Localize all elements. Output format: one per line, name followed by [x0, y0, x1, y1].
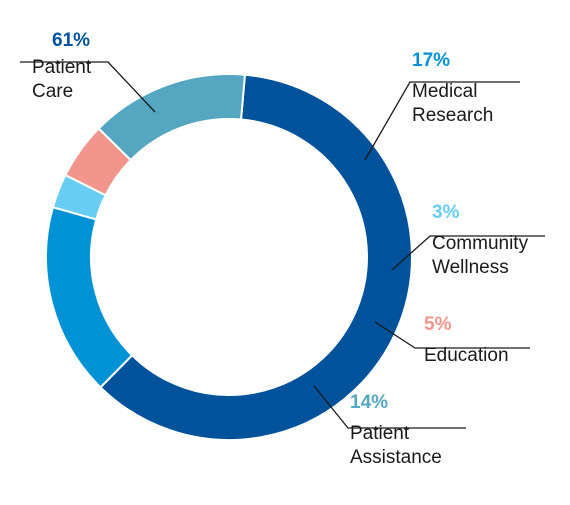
value-label-patient-assistance: 14%	[350, 392, 388, 413]
category-label-medical-research-line-2: Research	[412, 105, 493, 126]
category-label-patient-assistance-line-2: Assistance	[350, 447, 442, 468]
category-label-community-wellness-line-2: Wellness	[432, 257, 509, 278]
leader-lines	[20, 61, 545, 429]
category-label-medical-research-line-1: Medical	[412, 81, 477, 102]
slice-labels: 61% Patient Care 17% Medical Research 3% Commun…	[32, 30, 529, 468]
value-label-education: 5%	[424, 314, 452, 335]
category-label-community-wellness-line-1: Community	[432, 233, 529, 254]
category-label-patient-care-line-1: Patient	[32, 57, 92, 78]
leader-line-education	[374, 321, 530, 349]
leader-line-medical-research	[364, 81, 520, 161]
leader-line-community-wellness	[391, 235, 545, 271]
slice-patient-assistance	[97, 73, 247, 162]
value-label-medical-research: 17%	[412, 50, 450, 71]
category-label-education-line-1: Education	[424, 345, 509, 366]
leader-line-patient-care	[20, 61, 156, 113]
slice-patient-care	[99, 73, 413, 441]
slices	[45, 73, 413, 441]
category-label-patient-care-line-2: Care	[32, 81, 73, 102]
slice-medical-research	[45, 205, 134, 389]
leader-line-patient-assistance	[313, 385, 466, 429]
category-label-patient-assistance-line-1: Patient	[350, 423, 410, 444]
value-label-patient-care: 61%	[52, 30, 90, 51]
value-label-community-wellness: 3%	[432, 202, 460, 223]
